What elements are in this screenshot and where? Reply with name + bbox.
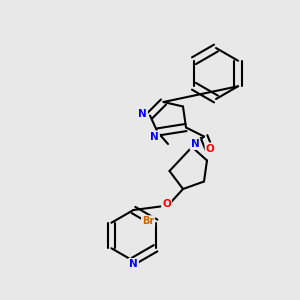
- Text: N: N: [129, 259, 138, 269]
- Text: N: N: [190, 139, 200, 149]
- Text: O: O: [162, 199, 171, 209]
- Text: N: N: [150, 131, 159, 142]
- Text: O: O: [206, 143, 214, 154]
- Text: N: N: [138, 109, 147, 119]
- Text: Br: Br: [142, 216, 154, 226]
